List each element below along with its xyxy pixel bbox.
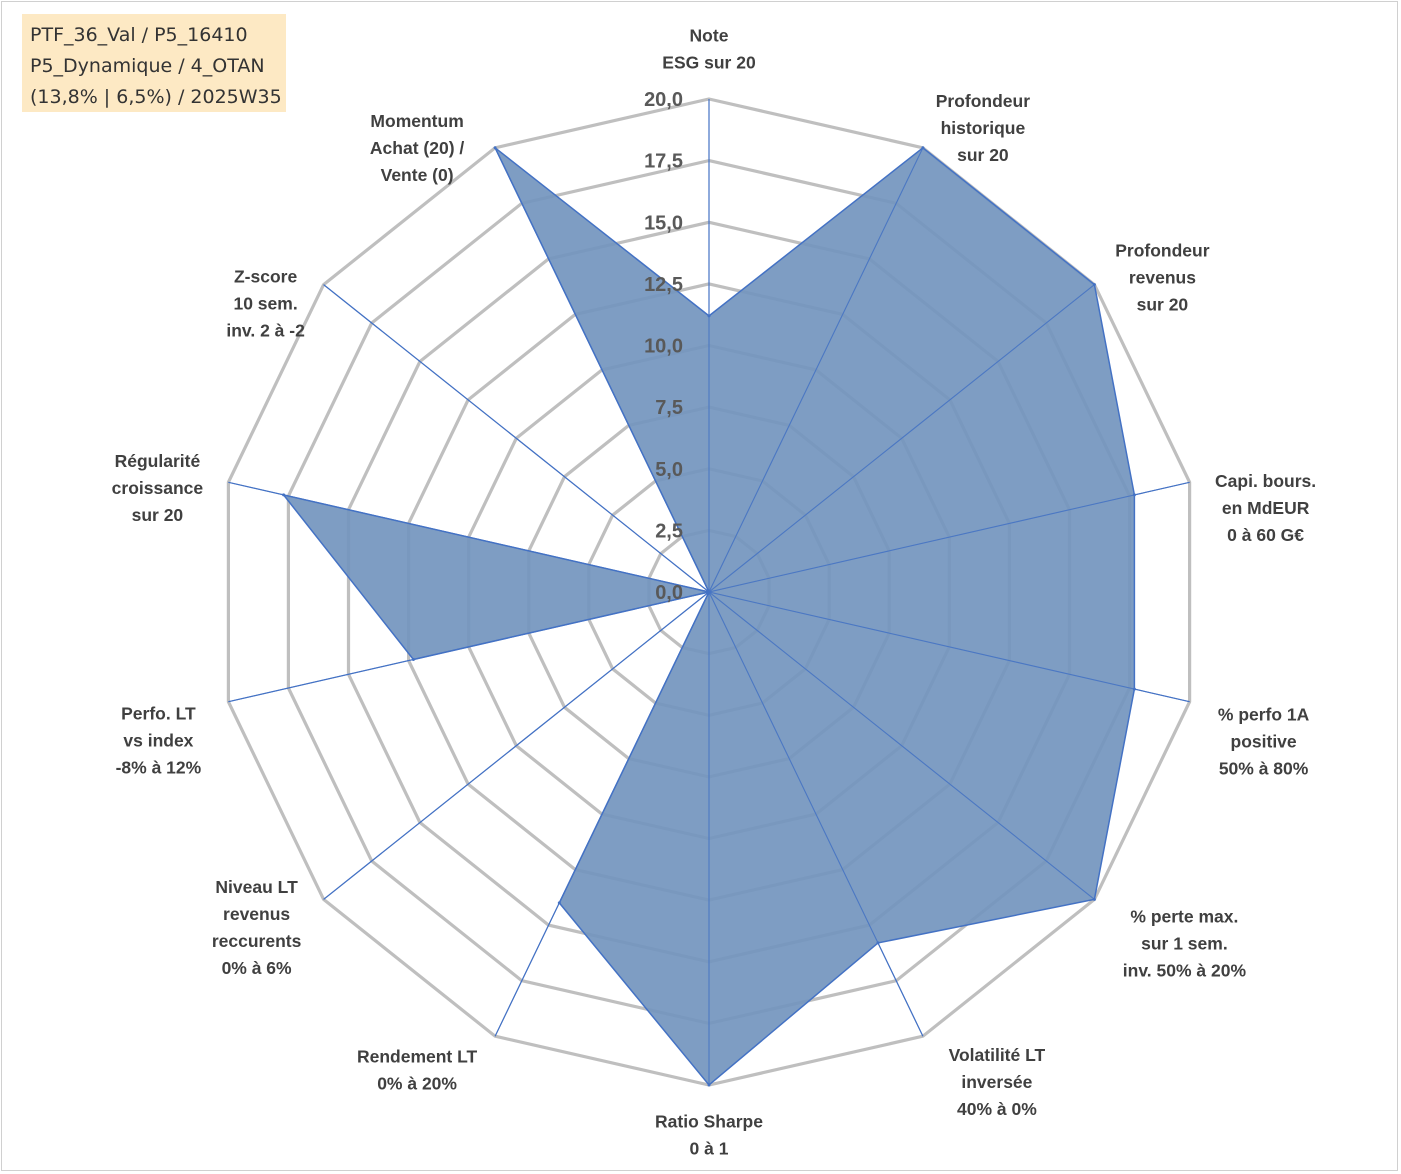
axis-label-line: Vente (0) bbox=[381, 165, 454, 185]
axis-label-line: Niveau LT bbox=[215, 877, 298, 897]
axis-label-line: Perfo. LT bbox=[121, 704, 196, 724]
axis-label-4: % perfo 1A positive 50% à 80% bbox=[1218, 705, 1310, 779]
axis-label-9: Niveau LT revenus reccurents 0% à 6% bbox=[212, 877, 302, 978]
data-point-5 bbox=[1092, 897, 1096, 901]
axis-label-line: en MdEUR bbox=[1222, 498, 1310, 518]
axis-labels: Note ESG sur 20 Profondeur historique sur 20… bbox=[112, 25, 1316, 1158]
info-line-1: PTF_36_Val / P5_16410 bbox=[30, 24, 248, 46]
axis-label-line: Capi. bours. bbox=[1215, 471, 1316, 491]
axis-spoke-overlay-10 bbox=[228, 591, 710, 703]
axis-label-0: Note ESG sur 20 bbox=[662, 25, 756, 72]
axis-spoke-overlay-13 bbox=[494, 147, 710, 593]
radial-tick-labels: 0,0 2,5 5,0 7,5 10,0 12,5 15,0 17,5 20,0 bbox=[644, 89, 683, 604]
data-point-6 bbox=[876, 941, 880, 945]
data-point-8 bbox=[557, 901, 561, 905]
axis-label-line: Momentum bbox=[370, 111, 463, 131]
axis-label-line: inv. 2 à -2 bbox=[226, 321, 305, 341]
axis-spoke-overlay-6 bbox=[708, 591, 924, 1037]
axis-label-line: Z-score bbox=[234, 267, 297, 287]
axis-label-line: revenus bbox=[1129, 268, 1196, 288]
axis-label-line: sur 20 bbox=[1137, 295, 1189, 315]
axis-label-12: Z-score 10 sem. inv. 2 à -2 bbox=[226, 267, 305, 341]
axis-label-line: % perte max. bbox=[1130, 906, 1238, 926]
data-point-2 bbox=[1092, 283, 1096, 287]
axis-label-line: Volatilité LT bbox=[949, 1045, 1046, 1065]
tick-label-8: 20,0 bbox=[644, 89, 683, 111]
data-point-7 bbox=[707, 1083, 711, 1087]
axis-label-line: Régularité bbox=[115, 451, 201, 471]
data-point-10 bbox=[411, 658, 415, 661]
axis-label-line: croissance bbox=[112, 478, 204, 498]
data-point-3 bbox=[1132, 493, 1136, 497]
axis-label-line: inversée bbox=[961, 1072, 1032, 1092]
axis-label-1: Profondeur historique sur 20 bbox=[936, 91, 1030, 165]
axis-label-line: -8% à 12% bbox=[116, 758, 202, 778]
axis-label-line: sur 1 sem. bbox=[1141, 933, 1228, 953]
data-point-11 bbox=[282, 493, 286, 497]
portfolio-info-box: PTF_36_Val / P5_16410 P5_Dynamique / 4_O… bbox=[22, 14, 286, 112]
axis-label-line: reccurents bbox=[212, 931, 302, 951]
axis-spoke-overlay-3 bbox=[708, 481, 1190, 593]
axis-label-3: Capi. bours. en MdEUR 0 à 60 G€ bbox=[1215, 471, 1316, 545]
axis-label-line: positive bbox=[1231, 732, 1297, 752]
axis-label-8: Rendement LT 0% à 20% bbox=[357, 1047, 478, 1094]
radar-series bbox=[228, 99, 1190, 1087]
tick-label-0: 0,0 bbox=[655, 582, 683, 604]
tick-label-7: 17,5 bbox=[644, 151, 683, 173]
axis-spoke-overlay-2 bbox=[708, 284, 1095, 593]
axis-label-line: historique bbox=[941, 118, 1026, 138]
data-point-12 bbox=[707, 590, 711, 594]
axis-label-line: Ratio Sharpe bbox=[655, 1111, 763, 1131]
axis-spoke-overlay-9 bbox=[323, 591, 710, 900]
data-point-1 bbox=[921, 146, 925, 150]
axis-label-10: Perfo. LT vs index -8% à 12% bbox=[116, 704, 202, 778]
axis-label-7: Ratio Sharpe 0 à 1 bbox=[655, 1111, 763, 1158]
axis-label-line: % perfo 1A bbox=[1218, 705, 1310, 725]
axis-label-line: sur 20 bbox=[957, 145, 1009, 165]
axis-label-line: Achat (20) / bbox=[370, 138, 464, 158]
axis-label-line: Note bbox=[690, 25, 729, 45]
axis-label-line: Profondeur bbox=[1115, 241, 1209, 261]
tick-label-3: 7,5 bbox=[655, 397, 683, 419]
tick-label-1: 2,5 bbox=[655, 520, 683, 542]
tick-label-6: 15,0 bbox=[644, 212, 683, 234]
info-line-2: P5_Dynamique / 4_OTAN bbox=[30, 55, 265, 77]
axis-label-line: 40% à 0% bbox=[957, 1099, 1037, 1119]
axis-label-line: revenus bbox=[223, 904, 290, 924]
axis-label-line: 0% à 6% bbox=[222, 958, 292, 978]
axis-spoke-overlay-8 bbox=[494, 591, 710, 1037]
axis-spoke-overlay-11 bbox=[228, 481, 710, 593]
tick-label-4: 10,0 bbox=[644, 336, 683, 358]
data-point-13 bbox=[493, 146, 497, 150]
axis-spoke-overlay-12 bbox=[323, 284, 710, 593]
tick-label-5: 12,5 bbox=[644, 274, 683, 296]
axis-label-line: vs index bbox=[123, 731, 193, 751]
data-point-4 bbox=[1132, 687, 1136, 691]
axis-label-line: Rendement LT bbox=[357, 1047, 478, 1067]
axis-label-5: % perte max. sur 1 sem. inv. 50% à 20% bbox=[1123, 906, 1247, 980]
axis-label-6: Volatilité LT inversée 40% à 0% bbox=[949, 1045, 1046, 1119]
tick-label-2: 5,0 bbox=[655, 459, 683, 481]
axis-label-line: inv. 50% à 20% bbox=[1123, 960, 1247, 980]
axis-label-line: 0 à 1 bbox=[690, 1138, 729, 1158]
info-line-3: (13,8% | 6,5%) / 2025W35 bbox=[30, 86, 282, 108]
axis-label-line: Profondeur bbox=[936, 91, 1030, 111]
axis-label-2: Profondeur revenus sur 20 bbox=[1115, 241, 1209, 315]
axis-label-line: ESG sur 20 bbox=[662, 52, 756, 72]
axis-spoke-overlay-1 bbox=[708, 147, 924, 593]
axis-label-line: 0% à 20% bbox=[377, 1074, 457, 1094]
axis-label-13: Momentum Achat (20) / Vente (0) bbox=[370, 111, 464, 185]
axis-label-line: 50% à 80% bbox=[1219, 759, 1309, 779]
axis-label-line: 0 à 60 G€ bbox=[1227, 525, 1304, 545]
axis-spoke-overlay-4 bbox=[708, 591, 1190, 703]
axis-label-11: Régularité croissance sur 20 bbox=[112, 451, 204, 525]
data-point-0 bbox=[707, 314, 711, 318]
axis-label-line: sur 20 bbox=[132, 505, 184, 525]
axis-spoke-overlay-5 bbox=[708, 591, 1095, 900]
axis-label-line: 10 sem. bbox=[233, 294, 297, 314]
